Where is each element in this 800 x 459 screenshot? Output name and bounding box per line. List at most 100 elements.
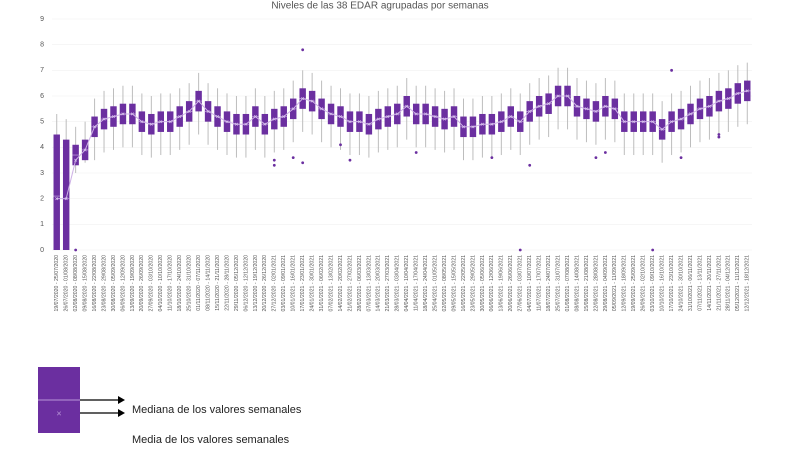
mean-marker (443, 117, 447, 121)
y-tick-label: 5 (40, 119, 44, 126)
x-tick-label: 16/08/2020 - 22/08/2020 (92, 255, 98, 312)
mean-marker (471, 125, 475, 129)
x-tick-label: 08/11/2020 - 14/11/2020 (205, 255, 211, 311)
x-tick-label: 07/11/2021 - 13/11/2021 (697, 255, 703, 311)
x-tick-label: 18/10/2020 - 24/10/2020 (177, 255, 183, 312)
chart-title: Niveles de las 38 EDAR agrupadas por sem… (271, 1, 488, 12)
outlier (518, 248, 522, 252)
mean-marker (424, 112, 428, 116)
mean-marker (698, 107, 702, 111)
mean-line (56, 90, 748, 200)
outlier (414, 151, 418, 154)
x-tick-label: 26/07/2020 - 01/08/2020 (64, 255, 70, 312)
y-tick-label: 2 (40, 196, 44, 203)
x-tick-label: 06/09/2020 - 12/09/2020 (120, 255, 126, 312)
mean-marker (83, 148, 87, 152)
x-tick-label: 06/12/2020 - 12/12/2020 (243, 255, 249, 312)
y-tick-label: 4 (40, 144, 44, 151)
outlier (717, 135, 721, 139)
mean-marker (111, 114, 116, 119)
annotation: Media de los valores semanales (132, 434, 290, 446)
mean-marker (594, 109, 598, 113)
x-tick-label: 08/08/2021 - 14/08/2021 (574, 255, 580, 312)
x-tick-label: 21/03/2021 - 27/03/2021 (385, 255, 391, 312)
mean-marker (282, 114, 286, 119)
x-tick-label: 27/12/2020 - 02/01/2021 (272, 255, 278, 312)
mean-marker (622, 120, 626, 124)
mean-marker (603, 104, 607, 108)
x-tick-label: 25/10/2020 - 31/10/2020 (187, 255, 193, 312)
x-tick-label: 22/08/2021 - 28/08/2021 (593, 255, 599, 312)
legend-graphic: × (38, 367, 125, 433)
mean-marker (717, 99, 721, 103)
mean-marker (197, 99, 201, 103)
outlier (528, 163, 532, 167)
mean-marker (55, 197, 59, 201)
mean-marker (168, 120, 172, 124)
mean-marker (178, 114, 182, 119)
x-tick-label: 19/07/2020 - 25/07/2020 (54, 255, 60, 312)
x-tick-label: 10/10/2021 - 16/10/2021 (660, 255, 666, 312)
x-tick-label: 07/03/2021 - 13/03/2021 (366, 255, 372, 312)
mean-marker (206, 109, 210, 113)
y-tick-label: 6 (40, 93, 44, 100)
x-tick-label: 07/02/2021 - 13/02/2021 (328, 255, 334, 312)
annotation: Mediana de los valores semanales (132, 404, 302, 416)
x-tick-label: 14/02/2021 - 20/02/2021 (338, 255, 344, 312)
outlier (670, 68, 673, 72)
mean-marker (130, 112, 134, 116)
x-tick-label: 23/05/2021 - 29/05/2021 (470, 255, 476, 312)
x-tick-label: 12/12/2021 - 18/12/2021 (745, 255, 751, 312)
mean-marker (632, 120, 636, 124)
mean-marker (726, 97, 730, 101)
x-tick-label: 20/12/2020 - 26/12/2020 (262, 255, 268, 312)
x-tick-label: 28/02/2021 - 06/03/2021 (357, 255, 363, 312)
mean-marker (187, 109, 191, 113)
x-tick-label: 17/01/2021 - 23/01/2021 (300, 255, 306, 312)
legend-mean: × (56, 408, 61, 418)
x-tick-label: 11/10/2020 - 17/10/2020 (168, 255, 174, 311)
outlier (301, 48, 305, 52)
arrow-head (118, 396, 125, 404)
x-tick-label: 14/03/2021 - 20/03/2021 (376, 255, 382, 312)
x-tick-label: 15/08/2021 - 21/08/2021 (584, 255, 590, 312)
x-tick-label: 27/06/2021 - 03/07/2021 (518, 255, 524, 312)
mean-marker (613, 107, 617, 111)
mean-marker (641, 120, 645, 124)
x-tick-label: 17/10/2021 - 23/10/2021 (669, 255, 675, 312)
x-tick-label: 21/11/2021 - 27/11/2021 (716, 255, 722, 311)
mean-marker (745, 89, 749, 93)
x-tick-label: 13/12/2020 - 19/12/2020 (253, 255, 259, 312)
x-tick-label: 11/07/2021 - 17/07/2021 (537, 255, 543, 311)
x-tick-label: 11/04/2021 - 17/04/2021 (414, 255, 420, 311)
outlier (679, 156, 683, 160)
x-tick-label: 04/04/2021 - 10/04/2021 (404, 255, 410, 312)
x-tick-label: 06/06/2021 - 12/06/2021 (489, 255, 495, 312)
x-tick-label: 24/01/2021 - 30/01/2021 (310, 255, 316, 312)
x-tick-label: 29/11/2020 - 05/12/2020 (234, 255, 240, 311)
outlier (339, 143, 342, 147)
x-tick-label: 09/05/2021 - 15/05/2021 (451, 255, 457, 312)
x-tick-label: 28/03/2021 - 03/04/2021 (395, 255, 401, 312)
mean-marker (547, 102, 551, 106)
mean-marker (272, 117, 276, 121)
x-tick-label: 03/10/2021 - 09/10/2021 (650, 255, 656, 312)
x-tick-label: 02/08/2020 - 08/08/2020 (73, 255, 79, 312)
x-tick-label: 24/10/2021 - 30/10/2021 (678, 255, 684, 312)
mean-marker (707, 104, 711, 108)
outlier (348, 158, 352, 162)
x-tick-label: 01/11/2020 - 07/11/2020 (196, 255, 202, 311)
mean-marker (338, 114, 343, 119)
mean-marker (660, 127, 664, 131)
mean-marker (528, 109, 532, 113)
mean-marker (329, 112, 333, 116)
mean-marker (64, 197, 68, 201)
mean-marker (386, 114, 390, 119)
x-tick-label: 27/09/2020 - 03/10/2020 (149, 255, 155, 312)
mean-marker (651, 120, 655, 124)
mean-marker (348, 120, 352, 124)
y-tick-label: 0 (40, 247, 44, 254)
x-tick-label: 30/08/2020 - 05/09/2020 (111, 255, 117, 312)
x-tick-label: 01/08/2021 - 07/08/2021 (565, 255, 571, 312)
